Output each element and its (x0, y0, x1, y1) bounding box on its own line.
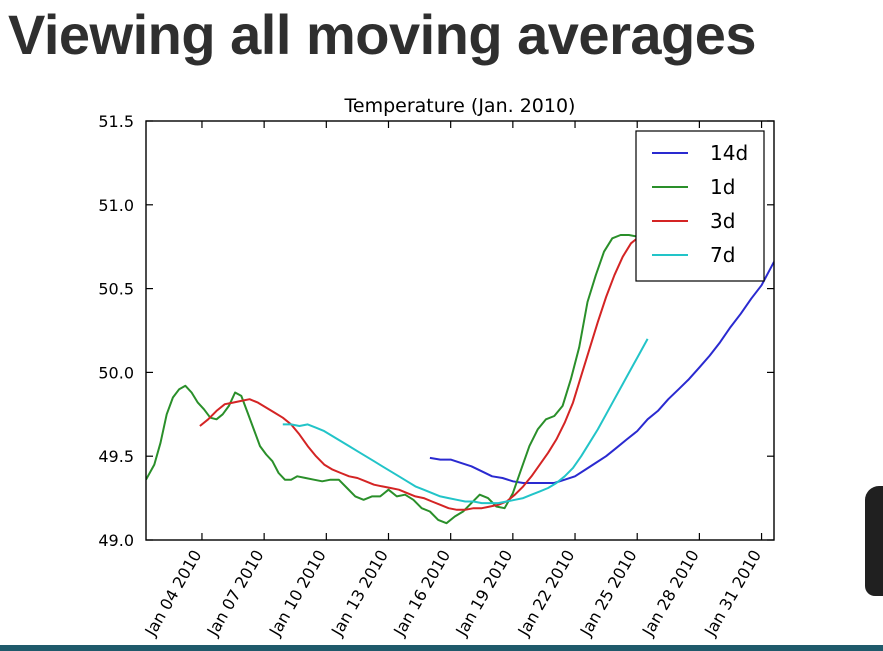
y-tick-label: 49.0 (98, 531, 134, 550)
y-tick-label: 50.5 (98, 280, 134, 299)
x-tick-label: Jan 25 2010 (576, 547, 641, 640)
plot-frame (145, 120, 775, 541)
x-tick-label: Jan 31 2010 (700, 547, 765, 640)
chart-title: Temperature (Jan. 2010) (344, 95, 576, 117)
x-tick-label: Jan 07 2010 (203, 547, 268, 640)
x-tick-label: Jan 19 2010 (451, 547, 516, 640)
legend-label: 3d (710, 209, 735, 233)
y-tick-label: 49.5 (98, 447, 134, 466)
x-tick-label: Jan 28 2010 (638, 547, 703, 640)
series-line-1d (146, 230, 651, 525)
series-line-14d (429, 261, 774, 484)
y-tick-label: 51.5 (98, 112, 134, 131)
legend-label: 1d (710, 175, 735, 199)
legend-label: 7d (710, 243, 735, 267)
speaker-edge-image (865, 486, 883, 596)
legend: 14d 1d 3d 7d (635, 130, 765, 282)
x-tick-label: Jan 13 2010 (327, 547, 392, 640)
x-tick-label: Jan 10 2010 (265, 547, 330, 640)
slide-title: Viewing all moving averages (8, 3, 757, 66)
bottom-bar (0, 645, 883, 651)
x-tick-label: Jan 16 2010 (389, 547, 454, 640)
series-line-3d (199, 232, 648, 511)
x-tick-label: Jan 04 2010 (141, 547, 206, 640)
y-tick-label: 51.0 (98, 196, 134, 215)
x-tick-label: Jan 22 2010 (514, 547, 579, 640)
series-line-7d (282, 338, 649, 505)
legend-label: 14d (710, 141, 748, 165)
y-tick-label: 50.0 (98, 363, 134, 382)
